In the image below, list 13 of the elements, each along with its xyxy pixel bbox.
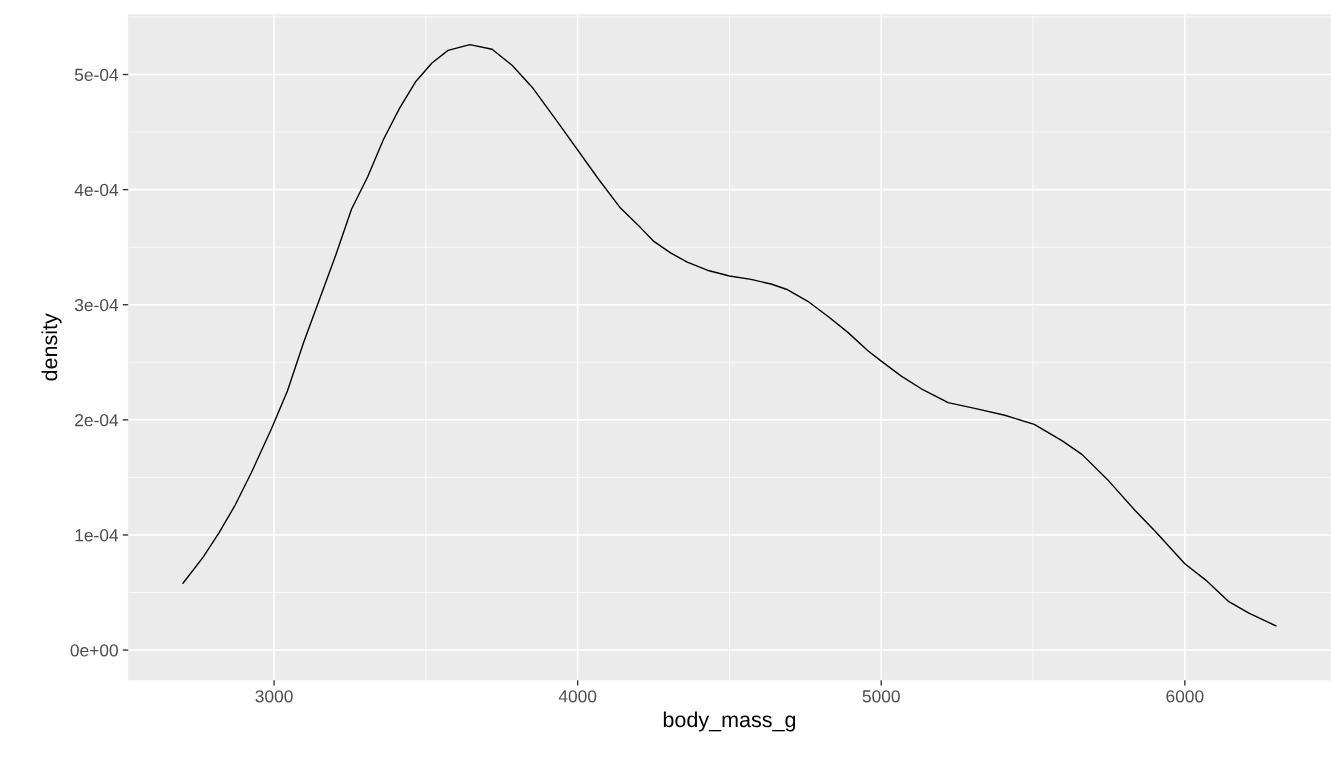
y-tick-label: 2e-04: [75, 414, 119, 427]
y-tick-label: 3e-04: [74, 298, 119, 312]
x-tick-label: 3000: [255, 690, 293, 703]
y-tick-label: 4e-04: [74, 183, 119, 197]
y-tick-label: 5e-04: [74, 68, 119, 81]
y-tick-label: 0e+00: [70, 644, 118, 657]
x-tick-label: 4000: [558, 690, 597, 703]
line-series: [182, 43, 1277, 627]
x-tick-label: 6000: [1166, 690, 1204, 703]
y-axis-title: density: [41, 313, 62, 381]
y-tick-label: 1e-04: [75, 529, 119, 542]
x-tick-label: 5000: [862, 690, 900, 703]
x-axis-title: body_mass_g: [663, 711, 796, 732]
